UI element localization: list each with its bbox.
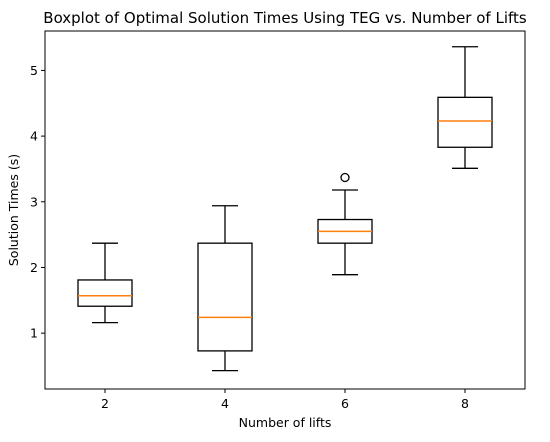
box-2 bbox=[77, 242, 133, 324]
box-8 bbox=[437, 46, 493, 169]
y-tick-label: 3 bbox=[30, 194, 38, 209]
x-tick-label: 4 bbox=[221, 396, 229, 411]
x-tick-label: 6 bbox=[341, 396, 349, 411]
y-tick-label: 4 bbox=[30, 129, 38, 144]
box-iqr bbox=[197, 242, 253, 352]
x-tick-label: 8 bbox=[461, 396, 469, 411]
box-iqr bbox=[437, 96, 493, 148]
box-6 bbox=[317, 172, 373, 276]
y-axis-label: Solution Times (s) bbox=[6, 154, 21, 266]
x-axis-label: Number of lifts bbox=[239, 415, 332, 430]
plot-area-frame bbox=[44, 30, 526, 390]
box-4 bbox=[197, 205, 253, 372]
y-tick-label: 5 bbox=[30, 63, 38, 78]
y-tick-label: 2 bbox=[30, 260, 38, 275]
x-axis: 2 4 6 8 bbox=[101, 389, 469, 411]
x-tick-label: 2 bbox=[101, 396, 109, 411]
boxes-layer bbox=[77, 46, 493, 372]
y-axis: 1 2 3 4 5 bbox=[30, 63, 45, 341]
outlier-point bbox=[340, 172, 350, 183]
y-tick-label: 1 bbox=[30, 326, 38, 341]
box-iqr bbox=[77, 279, 133, 307]
chart-title: Boxplot of Optimal Solution Times Using … bbox=[43, 9, 527, 27]
